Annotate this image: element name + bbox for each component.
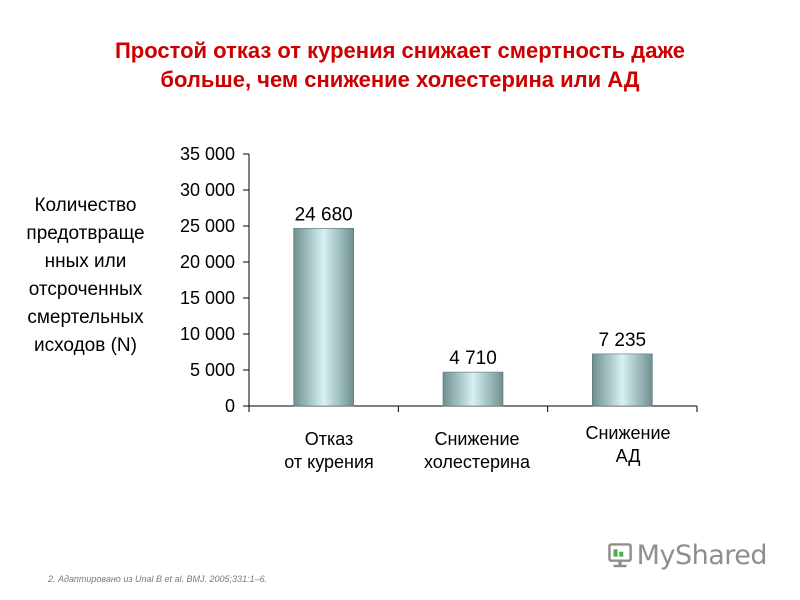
category-label-line: Снижение — [434, 429, 520, 449]
data-label: 4 710 — [449, 348, 497, 369]
category-label-line: Снижение — [585, 423, 671, 443]
y-tick-label: 10 000 — [180, 324, 235, 344]
category-label-quit-smoking: Отказ от курения — [259, 428, 399, 474]
category-label-blood-pressure: Снижение АД — [558, 422, 698, 468]
bar — [442, 371, 504, 407]
bar — [293, 228, 354, 407]
data-label: 7 235 — [599, 330, 647, 351]
y-axis-label-line: нных или — [44, 251, 127, 272]
y-tick-label: 20 000 — [180, 252, 235, 272]
category-label-line: АД — [615, 446, 641, 466]
myshared-logo-icon — [608, 543, 632, 568]
data-label: 24 680 — [295, 204, 353, 225]
y-axis-label-line: Количество — [34, 195, 137, 216]
y-axis-label: Количество предотвраще нных или отсрочен… — [18, 192, 153, 360]
y-axis-label-line: отсроченных — [28, 279, 143, 300]
y-axis-label-line: предотвраще — [26, 223, 145, 244]
y-tick-label: 35 000 — [180, 144, 235, 164]
y-axis-label-line: смертельных — [27, 307, 144, 328]
category-label-line: от курения — [284, 452, 374, 472]
category-label-cholesterol: Снижение холестерина — [407, 428, 547, 474]
category-label-line: Отказ — [304, 429, 354, 449]
y-tick-label: 5 000 — [190, 360, 235, 380]
title-line-1: Простой отказ от курения снижает смертно… — [114, 38, 686, 63]
footnote: 2. Адаптировано из Unal B et al. BMJ. 20… — [48, 574, 268, 584]
logo-text: MyShared — [636, 539, 768, 571]
y-tick-label: 0 — [225, 396, 235, 416]
title-line-2: больше, чем снижение холестерина или АД — [160, 67, 640, 92]
chart-title: Простой отказ от курения снижает смертно… — [20, 36, 780, 94]
category-label-line: холестерина — [424, 452, 530, 472]
y-axis-label-line: исходов (N) — [34, 335, 137, 356]
myshared-logo: MyShared — [607, 535, 768, 575]
bar — [592, 353, 653, 407]
y-tick-label: 30 000 — [180, 180, 235, 200]
y-tick-label: 25 000 — [180, 216, 235, 236]
y-tick-label: 15 000 — [180, 288, 235, 308]
